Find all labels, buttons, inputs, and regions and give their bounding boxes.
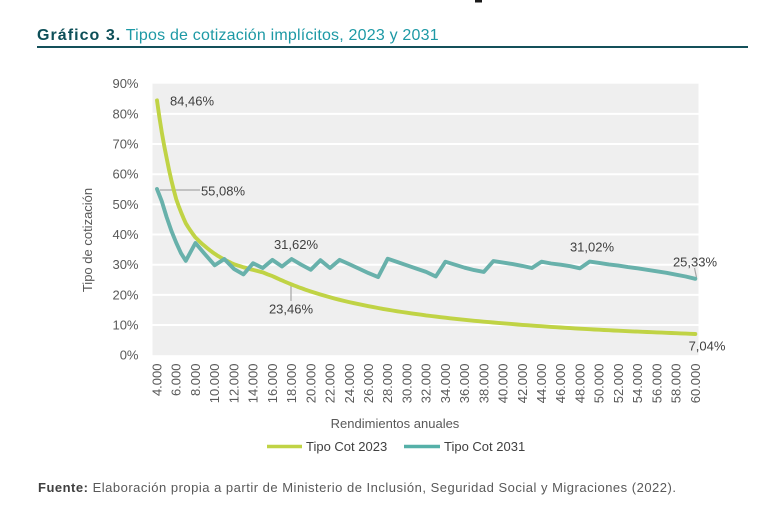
svg-text:22.000: 22.000 bbox=[323, 364, 338, 404]
svg-text:38.000: 38.000 bbox=[476, 364, 491, 404]
svg-text:32.000: 32.000 bbox=[419, 364, 434, 404]
svg-text:Tipo de cotización: Tipo de cotización bbox=[80, 188, 95, 292]
svg-text:56.000: 56.000 bbox=[649, 364, 664, 404]
svg-text:40%: 40% bbox=[112, 227, 138, 242]
svg-text:8.000: 8.000 bbox=[188, 364, 203, 397]
svg-text:18.000: 18.000 bbox=[284, 364, 299, 404]
svg-text:52.000: 52.000 bbox=[611, 364, 626, 404]
svg-text:20%: 20% bbox=[112, 287, 138, 302]
svg-text:26.000: 26.000 bbox=[361, 364, 376, 404]
svg-text:10.000: 10.000 bbox=[207, 364, 222, 404]
svg-text:44.000: 44.000 bbox=[534, 364, 549, 404]
svg-text:42.000: 42.000 bbox=[515, 364, 530, 404]
svg-text:7,04%: 7,04% bbox=[689, 339, 726, 354]
svg-text:70%: 70% bbox=[112, 137, 138, 152]
svg-text:4.000: 4.000 bbox=[150, 364, 165, 397]
svg-text:60%: 60% bbox=[112, 167, 138, 182]
svg-text:25,33%: 25,33% bbox=[673, 255, 718, 270]
svg-text:20.000: 20.000 bbox=[303, 364, 318, 404]
svg-text:34.000: 34.000 bbox=[438, 364, 453, 404]
svg-text:28.000: 28.000 bbox=[380, 364, 395, 404]
svg-text:30%: 30% bbox=[112, 257, 138, 272]
svg-text:0%: 0% bbox=[120, 348, 139, 363]
svg-text:90%: 90% bbox=[112, 76, 138, 91]
svg-text:40.000: 40.000 bbox=[496, 363, 511, 403]
svg-text:16.000: 16.000 bbox=[265, 364, 280, 404]
svg-text:31,02%: 31,02% bbox=[570, 240, 615, 255]
svg-text:84,46%: 84,46% bbox=[170, 94, 215, 109]
svg-text:24.000: 24.000 bbox=[342, 364, 357, 404]
svg-text:14.000: 14.000 bbox=[246, 364, 261, 404]
svg-text:23,46%: 23,46% bbox=[269, 302, 314, 317]
svg-text:Tipo Cot 2023: Tipo Cot 2023 bbox=[306, 439, 387, 454]
svg-text:46.000: 46.000 bbox=[553, 364, 568, 404]
svg-text:6.000: 6.000 bbox=[169, 364, 184, 397]
svg-text:30.000: 30.000 bbox=[399, 364, 414, 404]
svg-text:60.000: 60.000 bbox=[688, 364, 703, 404]
svg-text:Rendimientos anuales: Rendimientos anuales bbox=[331, 416, 460, 431]
svg-text:58.000: 58.000 bbox=[669, 364, 684, 404]
svg-text:50.000: 50.000 bbox=[592, 364, 607, 404]
svg-text:55,08%: 55,08% bbox=[201, 184, 246, 199]
svg-text:Tipo Cot 2031: Tipo Cot 2031 bbox=[444, 439, 525, 454]
svg-text:12.000: 12.000 bbox=[226, 364, 241, 404]
svg-text:10%: 10% bbox=[112, 318, 138, 333]
svg-text:36.000: 36.000 bbox=[457, 364, 472, 404]
svg-text:54.000: 54.000 bbox=[630, 364, 645, 404]
svg-text:50%: 50% bbox=[112, 197, 138, 212]
svg-text:31,62%: 31,62% bbox=[274, 237, 319, 252]
svg-text:80%: 80% bbox=[112, 106, 138, 121]
svg-text:48.000: 48.000 bbox=[572, 364, 587, 404]
